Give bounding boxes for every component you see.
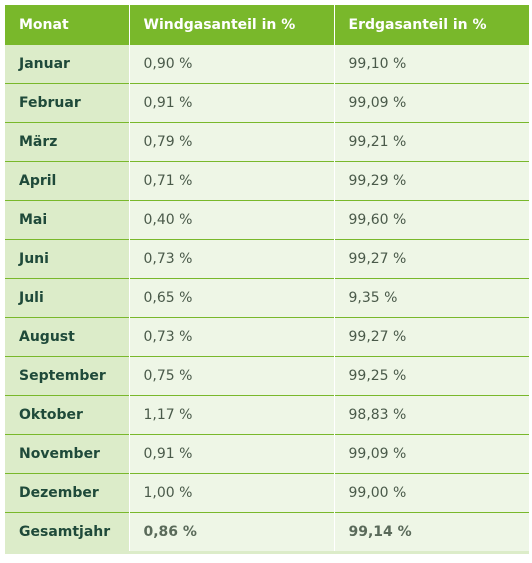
table-body: Januar 0,90 % 99,10 % Februar 0,91 % 99,… xyxy=(5,44,529,554)
total-row: Gesamtjahr 0,86 % 99,14 % xyxy=(5,512,529,554)
natural-gas-share-cell: 99,00 % xyxy=(334,473,529,513)
natural-gas-share-cell: 99,09 % xyxy=(334,434,529,474)
natural-gas-share-cell: 99,27 % xyxy=(334,317,529,357)
table-row: August 0,73 % 99,27 % xyxy=(5,317,529,357)
total-wind-share-cell: 0,86 % xyxy=(129,512,335,554)
wind-share-cell: 0,65 % xyxy=(129,278,335,318)
month-cell: September xyxy=(5,356,130,396)
wind-share-cell: 0,90 % xyxy=(129,44,335,84)
wind-share-cell: 0,40 % xyxy=(129,200,335,240)
table-row: September 0,75 % 99,25 % xyxy=(5,356,529,396)
wind-share-cell: 0,73 % xyxy=(129,317,335,357)
month-cell: Juli xyxy=(5,278,130,318)
table-header: Monat Windgasanteil in % Erdgasanteil in… xyxy=(5,5,529,45)
wind-share-cell: 0,75 % xyxy=(129,356,335,396)
total-label-cell: Gesamtjahr xyxy=(5,512,130,554)
month-cell: Oktober xyxy=(5,395,130,435)
header-month: Monat xyxy=(5,5,130,45)
wind-share-cell: 0,71 % xyxy=(129,161,335,201)
header-row: Monat Windgasanteil in % Erdgasanteil in… xyxy=(5,5,529,45)
table-row: Juni 0,73 % 99,27 % xyxy=(5,239,529,279)
natural-gas-share-cell: 99,21 % xyxy=(334,122,529,162)
natural-gas-share-cell: 99,25 % xyxy=(334,356,529,396)
table-row: Februar 0,91 % 99,09 % xyxy=(5,83,529,123)
natural-gas-share-cell: 98,83 % xyxy=(334,395,529,435)
natural-gas-share-cell: 9,35 % xyxy=(334,278,529,318)
table-row: November 0,91 % 99,09 % xyxy=(5,434,529,474)
wind-share-cell: 1,00 % xyxy=(129,473,335,513)
wind-share-cell: 1,17 % xyxy=(129,395,335,435)
header-wind-share: Windgasanteil in % xyxy=(129,5,335,45)
month-cell: Mai xyxy=(5,200,130,240)
wind-share-cell: 0,73 % xyxy=(129,239,335,279)
natural-gas-share-cell: 99,27 % xyxy=(334,239,529,279)
month-cell: Januar xyxy=(5,44,130,84)
gas-share-table: Monat Windgasanteil in % Erdgasanteil in… xyxy=(5,5,529,554)
natural-gas-share-cell: 99,29 % xyxy=(334,161,529,201)
month-cell: August xyxy=(5,317,130,357)
wind-share-cell: 0,79 % xyxy=(129,122,335,162)
month-cell: Februar xyxy=(5,83,130,123)
table-row: April 0,71 % 99,29 % xyxy=(5,161,529,201)
table-row: Mai 0,40 % 99,60 % xyxy=(5,200,529,240)
month-cell: April xyxy=(5,161,130,201)
natural-gas-share-cell: 99,60 % xyxy=(334,200,529,240)
month-cell: November xyxy=(5,434,130,474)
header-natural-gas-share: Erdgasanteil in % xyxy=(334,5,529,45)
total-natural-gas-share-cell: 99,14 % xyxy=(334,512,529,554)
table-row: Januar 0,90 % 99,10 % xyxy=(5,44,529,84)
wind-share-cell: 0,91 % xyxy=(129,434,335,474)
wind-share-cell: 0,91 % xyxy=(129,83,335,123)
month-cell: März xyxy=(5,122,130,162)
natural-gas-share-cell: 99,09 % xyxy=(334,83,529,123)
table-row: Oktober 1,17 % 98,83 % xyxy=(5,395,529,435)
month-cell: Dezember xyxy=(5,473,130,513)
month-cell: Juni xyxy=(5,239,130,279)
table-row: Juli 0,65 % 9,35 % xyxy=(5,278,529,318)
table-row: Dezember 1,00 % 99,00 % xyxy=(5,473,529,513)
table-row: März 0,79 % 99,21 % xyxy=(5,122,529,162)
natural-gas-share-cell: 99,10 % xyxy=(334,44,529,84)
